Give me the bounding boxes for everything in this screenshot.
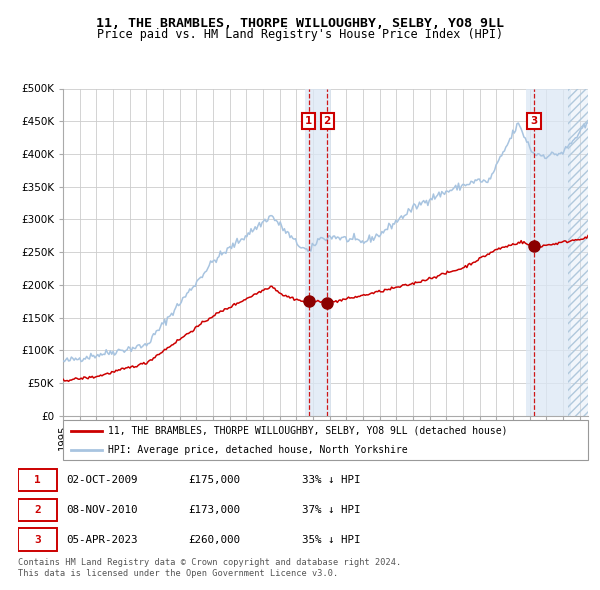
Text: 11, THE BRAMBLES, THORPE WILLOUGHBY, SELBY, YO8 9LL (detached house): 11, THE BRAMBLES, THORPE WILLOUGHBY, SEL… xyxy=(107,426,507,436)
Text: 2: 2 xyxy=(323,116,331,126)
Bar xyxy=(526,88,571,416)
Text: 35% ↓ HPI: 35% ↓ HPI xyxy=(302,535,360,545)
Text: 33% ↓ HPI: 33% ↓ HPI xyxy=(302,475,360,485)
Text: £175,000: £175,000 xyxy=(188,475,240,485)
Text: £260,000: £260,000 xyxy=(188,535,240,545)
Text: 1: 1 xyxy=(34,475,41,485)
Text: HPI: Average price, detached house, North Yorkshire: HPI: Average price, detached house, Nort… xyxy=(107,445,407,455)
FancyBboxPatch shape xyxy=(18,499,56,521)
FancyBboxPatch shape xyxy=(63,420,588,460)
Text: £173,000: £173,000 xyxy=(188,505,240,514)
Text: 3: 3 xyxy=(34,535,41,545)
Text: 3: 3 xyxy=(530,116,538,126)
Text: 11, THE BRAMBLES, THORPE WILLOUGHBY, SELBY, YO8 9LL: 11, THE BRAMBLES, THORPE WILLOUGHBY, SEL… xyxy=(96,17,504,30)
Text: 1: 1 xyxy=(305,116,313,126)
Bar xyxy=(568,88,588,416)
Text: Price paid vs. HM Land Registry's House Price Index (HPI): Price paid vs. HM Land Registry's House … xyxy=(97,28,503,41)
Bar xyxy=(305,88,331,416)
Text: 2: 2 xyxy=(34,505,41,514)
FancyBboxPatch shape xyxy=(18,468,56,491)
Text: 08-NOV-2010: 08-NOV-2010 xyxy=(66,505,137,514)
Text: 05-APR-2023: 05-APR-2023 xyxy=(66,535,137,545)
FancyBboxPatch shape xyxy=(18,529,56,551)
Bar xyxy=(568,88,588,416)
Text: 02-OCT-2009: 02-OCT-2009 xyxy=(66,475,137,485)
Text: Contains HM Land Registry data © Crown copyright and database right 2024.: Contains HM Land Registry data © Crown c… xyxy=(18,558,401,567)
Text: This data is licensed under the Open Government Licence v3.0.: This data is licensed under the Open Gov… xyxy=(18,569,338,578)
Text: 37% ↓ HPI: 37% ↓ HPI xyxy=(302,505,360,514)
